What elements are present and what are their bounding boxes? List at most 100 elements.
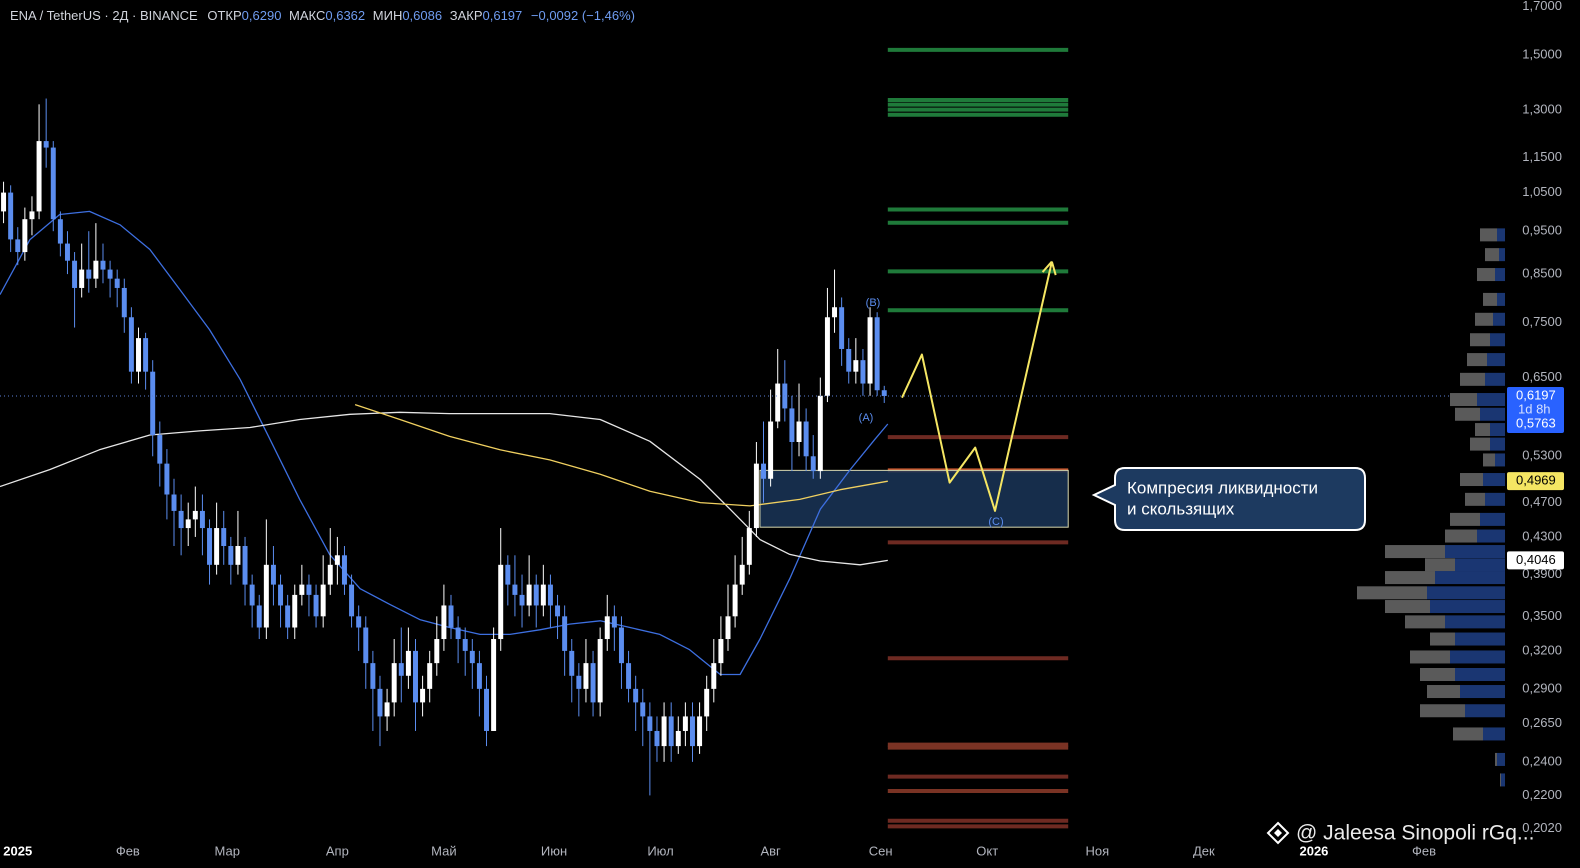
x-tick-label: Окт <box>976 843 998 858</box>
volume-profile-gray <box>1450 393 1477 407</box>
candle-body <box>491 639 497 731</box>
y-tick-label: 0,2400 <box>1522 753 1562 768</box>
y-tick-label: 0,4700 <box>1522 494 1562 509</box>
candle-body <box>775 383 781 422</box>
candle-body <box>327 564 333 585</box>
candle-body <box>455 627 461 640</box>
candle-body <box>469 650 475 664</box>
candle-body <box>64 243 70 261</box>
candle-body <box>476 663 482 689</box>
candle-body <box>150 371 156 436</box>
candle-body <box>768 421 774 479</box>
candle-body <box>867 317 873 384</box>
candle-body <box>860 360 866 384</box>
candle-body <box>881 390 887 396</box>
candle-body <box>711 663 717 689</box>
candle-body <box>789 408 795 442</box>
candle-body <box>29 211 35 220</box>
volume-profile-gray <box>1405 615 1445 629</box>
candle-body <box>462 639 468 651</box>
candle-body <box>732 584 738 617</box>
candle-body <box>725 616 731 640</box>
candle-body <box>611 616 617 628</box>
candle-body <box>498 564 504 640</box>
candle-body <box>143 338 149 372</box>
candle-body <box>633 688 639 703</box>
candle-body <box>43 141 49 148</box>
chart-header: ENA / TetherUS · 2Д · BINANCE ОТКР0,6290… <box>10 8 635 23</box>
volume-profile-blue <box>1485 492 1505 506</box>
y-tick-label: 0,2650 <box>1522 715 1562 730</box>
candle-body <box>100 260 106 270</box>
candle-body <box>36 141 42 212</box>
y-tick-label: 0,3200 <box>1522 642 1562 657</box>
candle-body <box>505 564 511 585</box>
candle-body <box>306 584 312 595</box>
volume-profile-gray <box>1455 407 1480 421</box>
legend-label: ЗАКР <box>450 8 483 23</box>
candle-body <box>178 510 184 529</box>
volume-profile-blue <box>1450 650 1505 664</box>
volume-profile-blue <box>1497 228 1505 242</box>
volume-profile-blue <box>1455 667 1505 681</box>
volume-profile-blue <box>1483 473 1505 487</box>
x-tick-label: Авг <box>760 843 781 858</box>
volume-profile-gray <box>1485 248 1499 262</box>
candle-body <box>832 307 838 318</box>
candle-body <box>441 605 447 640</box>
candle-body <box>796 421 802 442</box>
volume-profile-gray <box>1427 685 1460 699</box>
wave-label: (A) <box>859 412 874 424</box>
watermark: @ Jaleesa Sinopoli rGq... <box>1296 822 1534 845</box>
candle-body <box>562 616 568 651</box>
candle-body <box>391 663 397 703</box>
volume-profile-blue <box>1445 615 1505 629</box>
moving-average <box>0 411 888 566</box>
volume-profile-blue <box>1435 571 1505 585</box>
y-tick-label: 0,2200 <box>1522 787 1562 802</box>
legend-value: 0,6197 <box>483 8 523 23</box>
volume-profile-gray <box>1483 453 1495 467</box>
price-tag <box>1507 551 1564 570</box>
candle-body <box>654 730 660 747</box>
candle-body <box>484 688 490 731</box>
candle-body <box>526 584 532 606</box>
candle-body <box>107 269 113 279</box>
candle-body <box>22 219 28 253</box>
candle-body <box>221 528 227 547</box>
note-text: Компресия ликвидности <box>1127 478 1318 497</box>
y-tick-label: 0,2900 <box>1522 680 1562 695</box>
arrow-head <box>1041 260 1053 273</box>
candle-body <box>661 716 667 747</box>
volume-profile-blue <box>1487 353 1505 367</box>
candle-body <box>278 584 284 606</box>
candle-body <box>420 688 426 703</box>
candle-body <box>377 688 383 717</box>
volume-profile-blue <box>1427 586 1505 600</box>
candle-body <box>555 605 561 617</box>
x-tick-label: Дек <box>1193 843 1215 858</box>
candle-body <box>533 584 539 606</box>
x-tick-label: Мар <box>215 843 240 858</box>
candle-body <box>171 494 177 511</box>
y-tick-label: 1,3000 <box>1522 102 1562 117</box>
candle-body <box>803 421 809 457</box>
candle-body <box>270 564 276 585</box>
x-tick-label: Май <box>431 843 456 858</box>
candle-body <box>697 716 703 747</box>
candle-body <box>207 528 213 565</box>
candle-body <box>448 605 454 628</box>
candle-body <box>384 702 390 717</box>
price-tag-label: 0,5763 <box>1516 415 1556 430</box>
candle-body <box>249 584 255 606</box>
legend-label: МИН <box>373 8 403 23</box>
candle-body <box>214 528 220 565</box>
volume-profile-gray <box>1460 372 1485 386</box>
candle-body <box>405 650 411 676</box>
candle-body <box>363 627 369 664</box>
liquidity-zone <box>759 469 1069 528</box>
candle-body <box>164 463 170 495</box>
legend-label: МАКС <box>289 8 325 23</box>
y-tick-label: 0,6500 <box>1522 369 1562 384</box>
